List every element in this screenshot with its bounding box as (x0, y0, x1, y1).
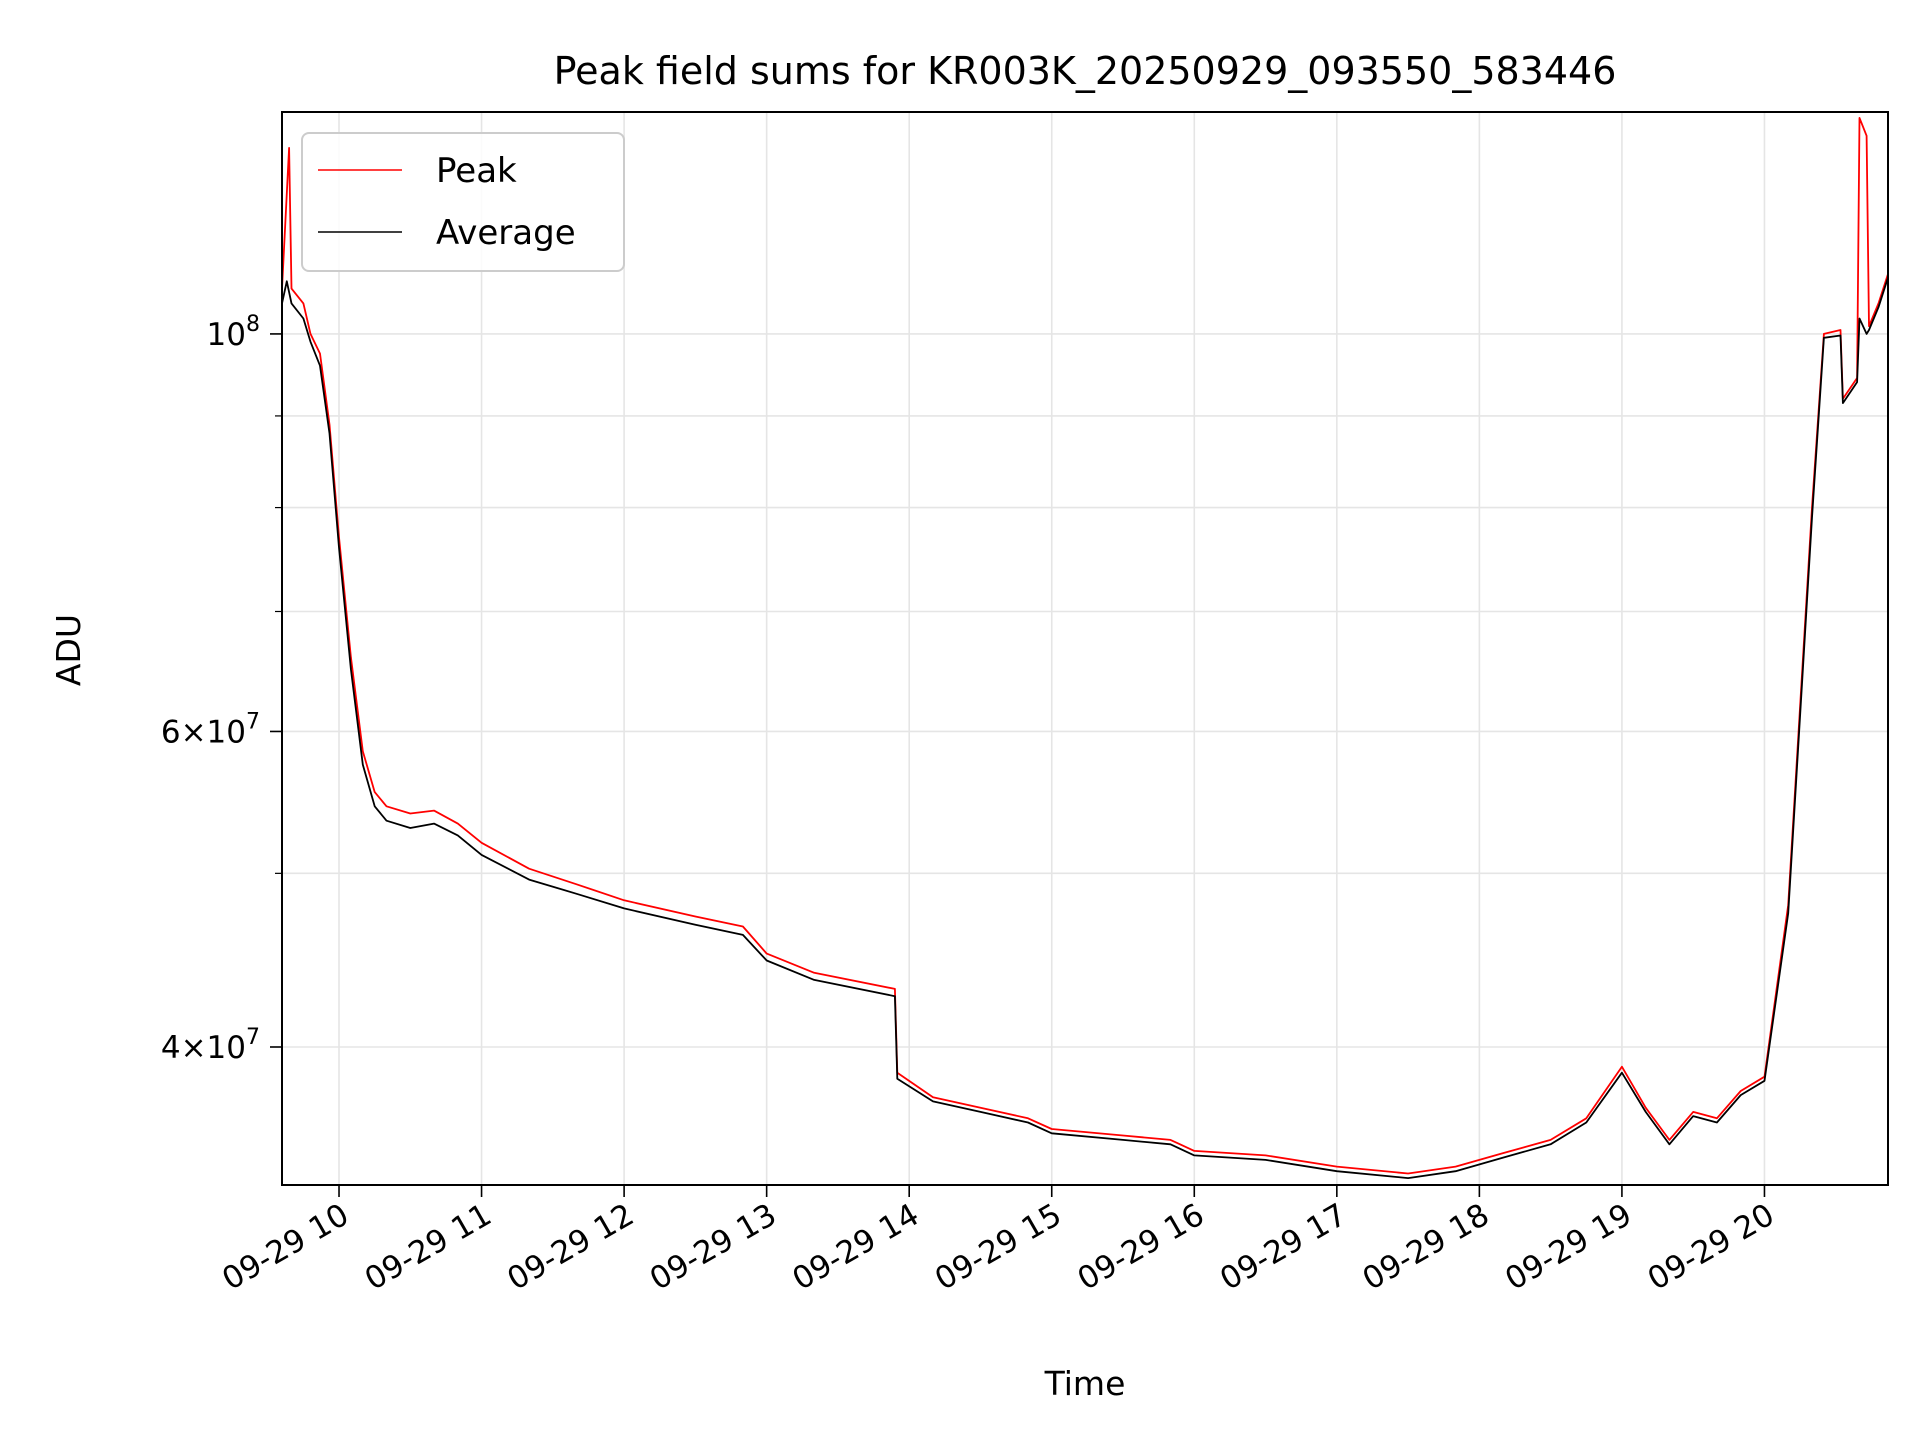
grid-layer (282, 112, 1888, 1185)
y-tick-label: 108 (207, 312, 260, 353)
chart-title: Peak field sums for KR003K_20250929_0935… (554, 49, 1617, 93)
y-axis-label: ADU (49, 614, 88, 686)
x-axis-label: Time (1044, 1364, 1126, 1403)
legend-label-average: Average (436, 213, 576, 253)
y-tick-exponent: 7 (246, 1025, 260, 1050)
legend-label-peak: Peak (436, 151, 517, 191)
series-line-average (282, 277, 1888, 1179)
series-layer (282, 117, 1888, 1179)
y-tick-mantissa: 10 (207, 317, 246, 353)
y-tick-exponent: 8 (246, 312, 260, 337)
y-tick-label: 6×107 (161, 709, 260, 750)
y-tick-mantissa: 6×10 (161, 714, 246, 750)
plot-frame (281, 111, 1889, 1186)
y-tick-exponent: 7 (246, 709, 260, 734)
legend-box (301, 132, 625, 272)
y-tick-mantissa: 4×10 (161, 1030, 246, 1066)
legend: Peak Average (301, 132, 625, 272)
y-tick-label: 4×107 (161, 1025, 260, 1066)
